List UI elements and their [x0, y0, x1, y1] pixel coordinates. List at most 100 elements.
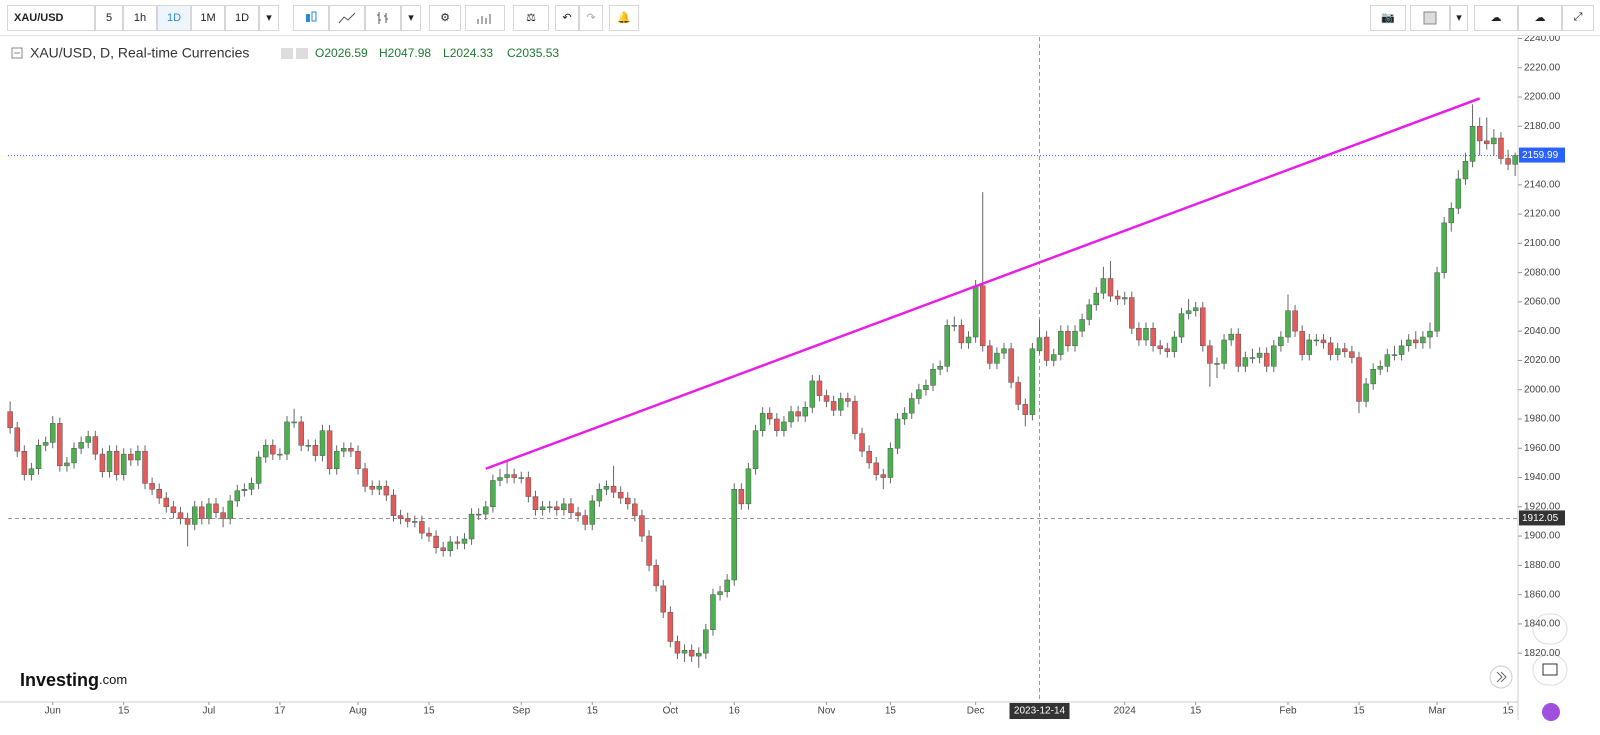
candle-body	[42, 442, 49, 446]
candle-body	[795, 411, 801, 417]
ohlc-value: 2035.53	[516, 46, 560, 60]
toolbar: XAU/USD 5 1h 1D 1M 1D ▾ ▾ ⚙ ⚖ ↶ ↷ 🔔 📷 ▾ ☁ ☁ …	[0, 0, 1600, 36]
candle-body	[1462, 161, 1469, 180]
x-tick-label: 15	[885, 706, 897, 717]
candle-body	[816, 380, 823, 396]
logo-brand-text: Investing	[20, 670, 99, 690]
candle-body	[433, 535, 439, 549]
candle-body	[1185, 310, 1192, 314]
scroll-button[interactable]	[1489, 665, 1513, 689]
ohlc-label: H	[379, 46, 388, 60]
reader-button[interactable]	[1532, 654, 1568, 686]
assistant-icon[interactable]	[1542, 703, 1560, 721]
x-tick-label: Mar	[1428, 706, 1446, 717]
interval-button[interactable]: 1D	[157, 4, 191, 31]
interval-button[interactable]: 1h	[123, 4, 157, 31]
candle-body	[1136, 328, 1142, 341]
candle-body	[206, 503, 212, 519]
settings-button[interactable]: ⚙	[429, 4, 461, 31]
price-line-label: 1912.05	[1522, 513, 1559, 524]
collapse-icon[interactable]	[11, 47, 23, 59]
x-tick-label: Dec	[967, 706, 985, 717]
alert-button[interactable]: 🔔	[609, 4, 639, 31]
hide-icon[interactable]	[296, 48, 308, 59]
candle-body	[518, 477, 525, 479]
save-button[interactable]: ☁	[1518, 4, 1562, 31]
candle-body	[376, 486, 383, 490]
candle-body	[177, 512, 184, 519]
fullscreen-button[interactable]: ⤢	[1562, 4, 1594, 31]
symbol-box[interactable]: XAU/USD	[7, 4, 95, 31]
x-tick-label: Nov	[818, 706, 836, 717]
candle-body	[1214, 363, 1220, 365]
y-tick-label: 2240.00	[1524, 33, 1561, 44]
load-button[interactable]: ☁	[1474, 4, 1518, 31]
candle-body	[1143, 328, 1149, 341]
settings-icon[interactable]	[281, 48, 293, 59]
candle-body	[291, 421, 297, 424]
candle-body	[972, 285, 979, 338]
type-dropdown[interactable]: ▾	[401, 4, 421, 31]
y-tick-label: 2120.00	[1524, 209, 1561, 220]
line-type-button[interactable]	[329, 4, 365, 31]
candle-body	[845, 398, 851, 402]
candle-body	[539, 506, 546, 510]
translate-button[interactable]	[1532, 613, 1568, 645]
candle-body	[504, 474, 510, 478]
layout-dropdown[interactable]: ▾	[1450, 4, 1468, 31]
candle-body	[262, 445, 269, 458]
undo-button[interactable]: ↶	[555, 4, 579, 31]
candle-body	[625, 497, 631, 505]
interval-button[interactable]: 1D	[225, 4, 259, 31]
candle-body	[994, 352, 1000, 364]
candle-body	[468, 513, 475, 540]
layout-icon	[1423, 11, 1437, 24]
candle-body	[333, 450, 340, 470]
interval-dropdown[interactable]: ▾	[259, 4, 279, 31]
candle-body	[809, 380, 816, 408]
candle-type-button[interactable]	[293, 4, 329, 31]
compare-button[interactable]: ⚖	[513, 4, 549, 31]
candle-body	[234, 490, 241, 502]
candle-body	[191, 506, 198, 525]
candle-body	[454, 541, 461, 544]
candle-body	[305, 445, 312, 447]
candle-body	[1121, 297, 1128, 300]
crosshair-label-box	[1009, 703, 1070, 719]
candle-body	[1434, 272, 1440, 332]
candle-body	[1178, 313, 1185, 338]
candle-body	[220, 512, 226, 519]
indicators-button[interactable]	[465, 4, 505, 31]
candle-body	[568, 503, 574, 513]
candle-body	[937, 366, 943, 370]
candle-body	[383, 486, 390, 496]
candle-body	[490, 480, 496, 508]
x-tick-label: Oct	[663, 706, 679, 717]
price-line-box	[1519, 510, 1565, 526]
y-tick-label: 2140.00	[1524, 179, 1561, 190]
x-tick-label: 15	[118, 706, 130, 717]
candle-body	[120, 453, 127, 475]
y-tick-label: 2200.00	[1524, 92, 1561, 103]
y-tick-label: 1820.00	[1524, 648, 1561, 659]
indicators-icon	[477, 13, 491, 24]
candle-body	[1029, 348, 1036, 415]
candle-body	[1441, 222, 1447, 273]
candle-body	[184, 518, 191, 525]
candle-body	[1427, 330, 1433, 338]
interval-button[interactable]: 1M	[191, 4, 225, 31]
bar-type-button[interactable]	[365, 4, 401, 31]
interval-button[interactable]: 5	[95, 4, 123, 31]
x-tick-label: 15	[1353, 706, 1365, 717]
candle-body	[1058, 330, 1064, 355]
snapshot-button[interactable]: 📷	[1370, 4, 1406, 31]
x-tick-label: Feb	[1279, 706, 1297, 717]
layout-button[interactable]	[1410, 4, 1450, 31]
redo-button[interactable]: ↷	[579, 4, 603, 31]
candle-body	[1484, 140, 1490, 145]
candle-body	[1249, 357, 1256, 359]
y-tick-label: 1960.00	[1524, 443, 1561, 454]
candle-body	[1363, 383, 1369, 402]
candle-body	[916, 389, 922, 399]
